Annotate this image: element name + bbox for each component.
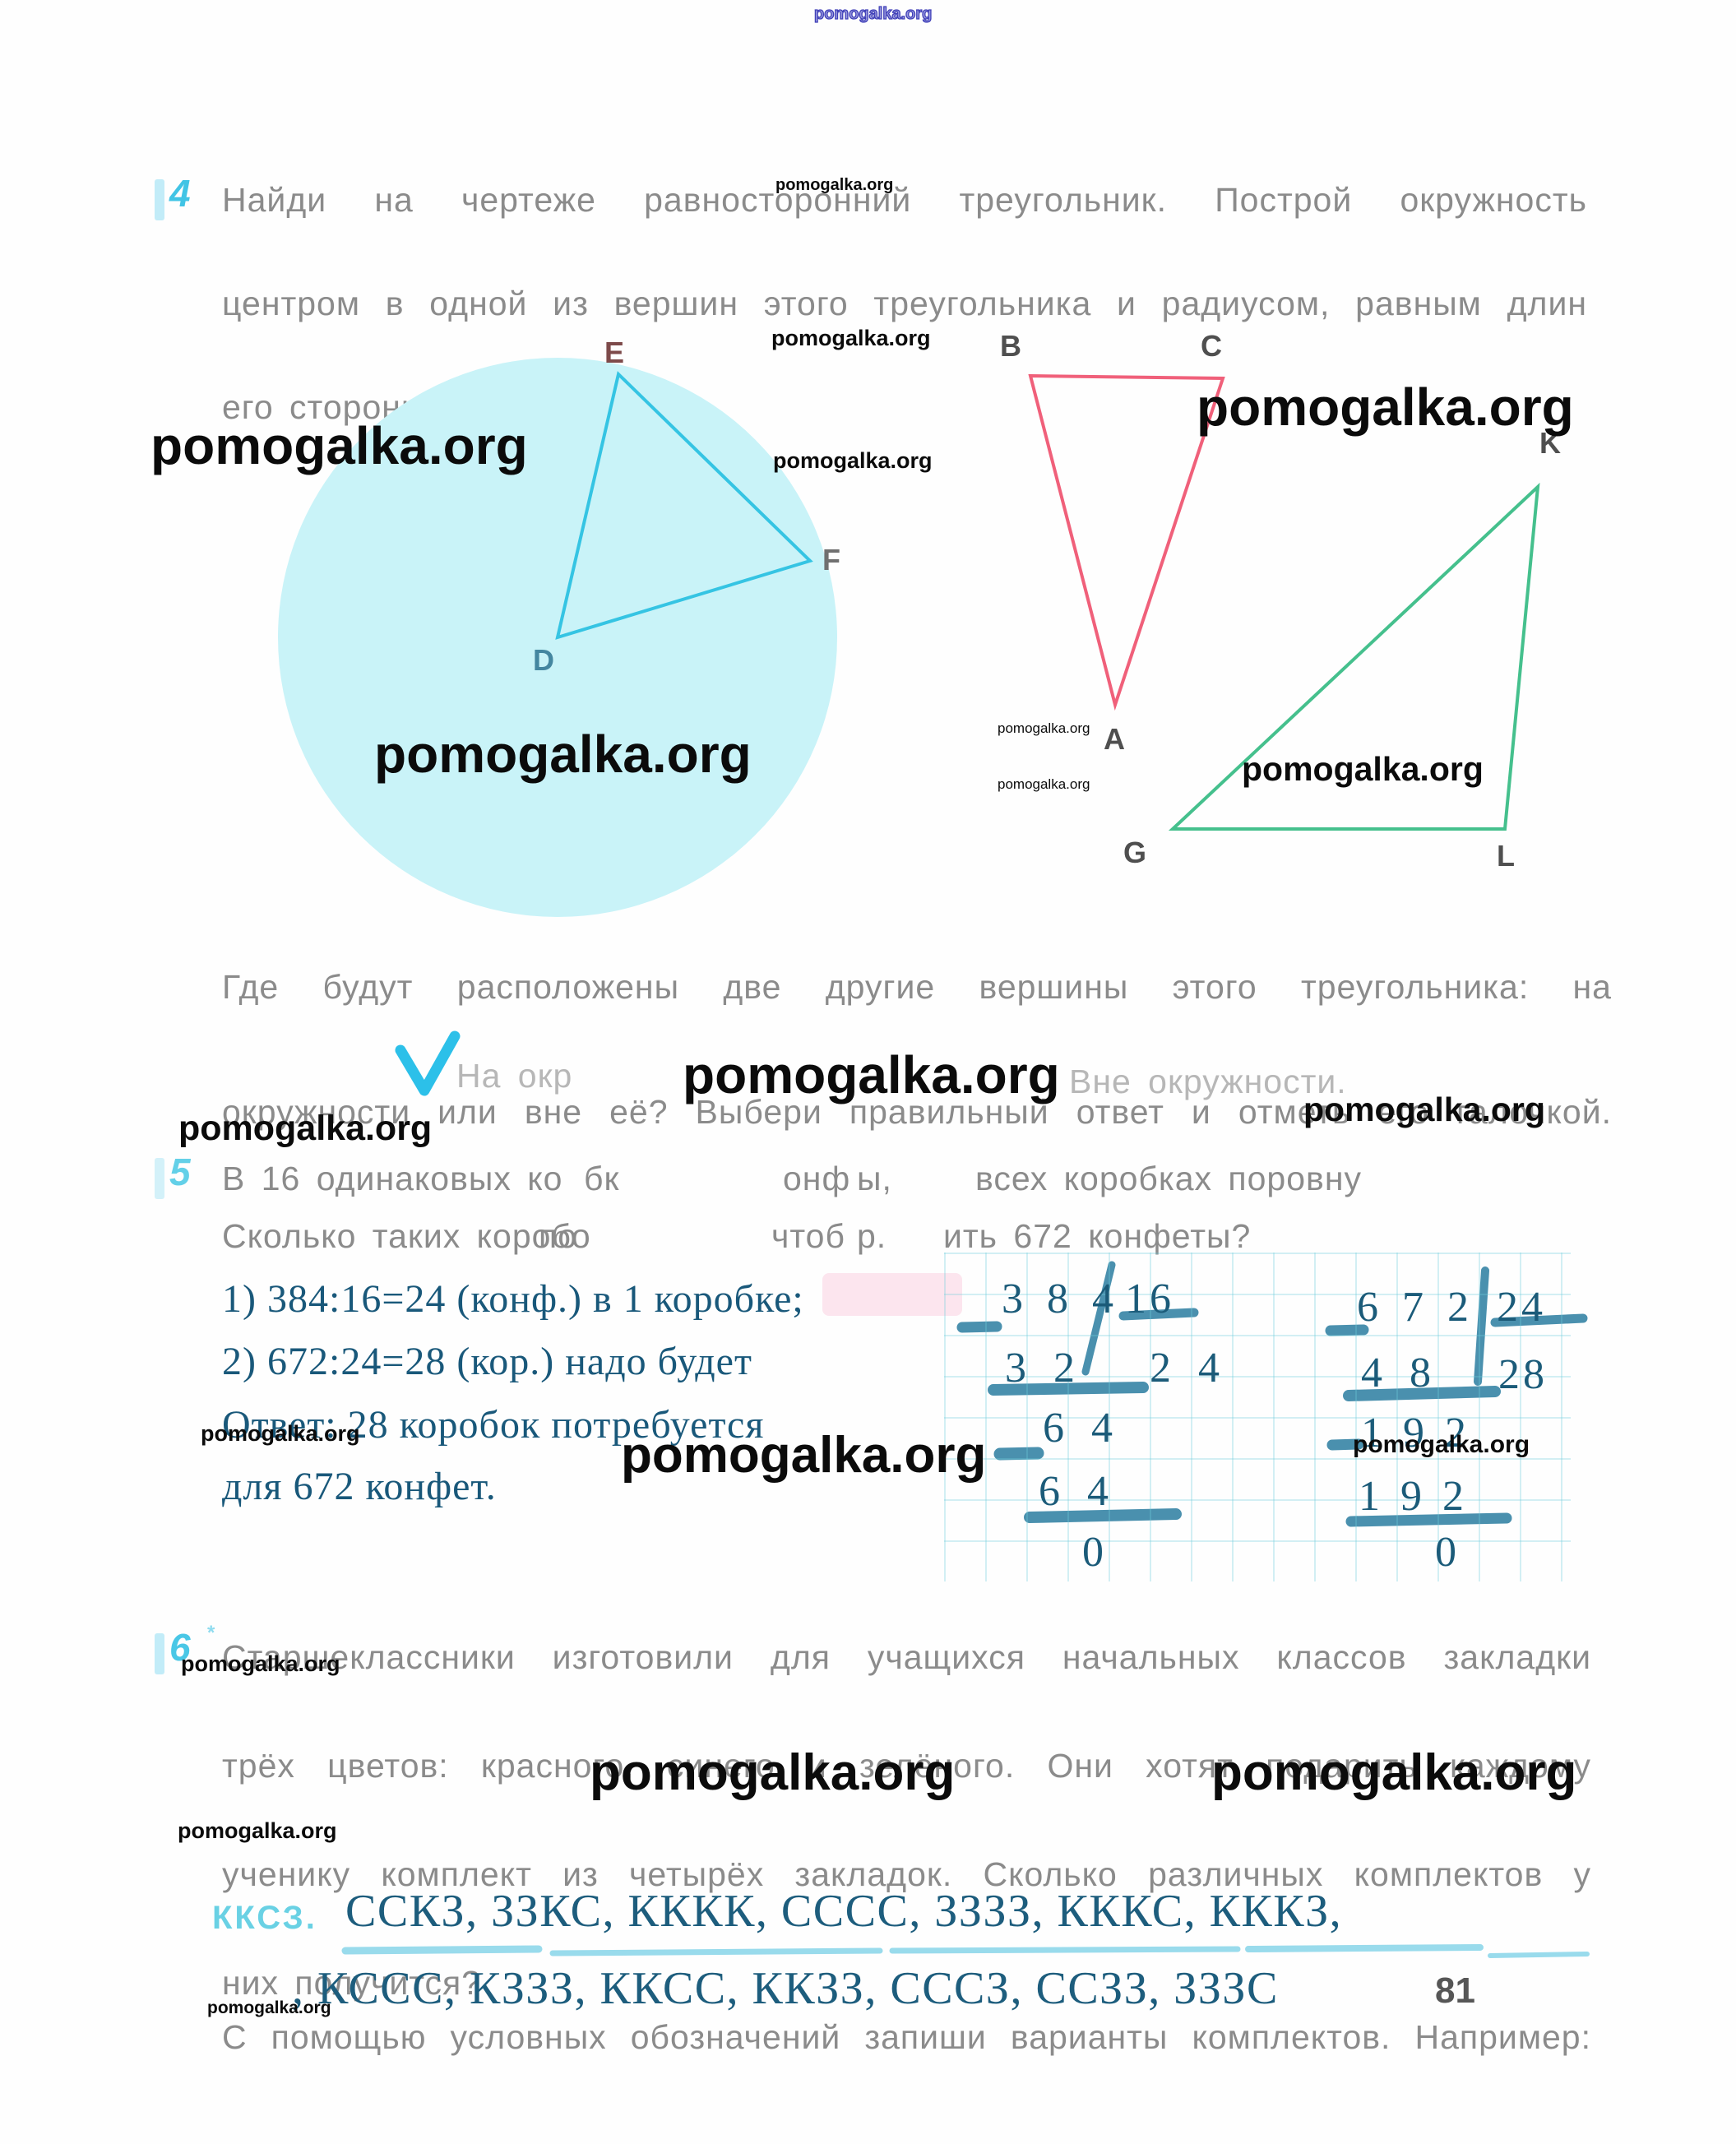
task5-fragment: р. (857, 1217, 887, 1255)
div1-dividend: 3 8 4 (1002, 1276, 1120, 1322)
vertex-label-B: B (1000, 329, 1021, 363)
watermark: pomogalka.org (1197, 377, 1574, 437)
task4-line1: Найди на чертеже равносторонний треуголь… (222, 181, 1587, 219)
vertex-label-K: K (1539, 426, 1561, 460)
task4-line2: центром в одной из вершин этого треуголь… (222, 285, 1587, 322)
task6-line5: С помощью условных обозначений запиши ва… (222, 2018, 1591, 2056)
page-number: 81 (1435, 1970, 1475, 2011)
task5-fragment: чтоб (771, 1217, 845, 1255)
solution-line4: для 672 конфет. (222, 1465, 497, 1508)
solution-line2: 2) 672:24=28 (кор.) надо будет (222, 1340, 752, 1383)
solution-line1: 1) 384:16=24 (конф.) в 1 коробке; (222, 1277, 804, 1321)
watermark: pomogalka.org (1303, 1091, 1545, 1128)
watermark: pomogalka.org (590, 1744, 956, 1801)
graph-grid (944, 1253, 1571, 1581)
vertex-label-A: A (1104, 722, 1125, 756)
watermark: pomogalka.org (181, 1651, 340, 1676)
question-text: Где будут расположены две другие вершины… (222, 956, 1612, 1206)
div2-remainder: 0 (1435, 1529, 1456, 1576)
answers-row1: ССКЗ, ЗЗКС, КККК, СССС, ЗЗЗЗ, КККС, КККЗ… (345, 1886, 1343, 1937)
watermark: pomogalka.org (773, 448, 933, 473)
task6-text: Старшеклассники изготовили для учащихся … (222, 1630, 1591, 2119)
task6-line2: трёх цветов: красного, синего и зелёного… (222, 1747, 1591, 1785)
task5-number: 5 (169, 1151, 191, 1193)
div2-quotient: 28 (1498, 1351, 1548, 1398)
watermark: pomogalka.org (201, 1421, 360, 1446)
watermark: pomogalka.org (998, 720, 1090, 736)
watermark: pomogalka.org (1242, 750, 1484, 788)
task5-marker-bar (155, 1158, 164, 1199)
task6-asterisk: * (207, 1622, 215, 1644)
task5-fragment: по (539, 1217, 578, 1255)
pink-highlight (822, 1273, 962, 1316)
vertex-label-G: G (1123, 836, 1147, 869)
task5-fragment: В 16 одинаковых ко (222, 1160, 563, 1197)
question-line2: окружности или вне её? Выбери правильный… (222, 1093, 1612, 1131)
div1-quotient: 2 4 (1150, 1345, 1228, 1392)
answers-row2: , КССС, КЗЗЗ, ККСС, ККЗЗ, СССЗ, ССЗЗ, ЗЗ… (292, 1963, 1279, 2014)
div1-row2: 6 4 (1043, 1405, 1121, 1452)
task6-number: 6 (169, 1626, 191, 1669)
task5-fragment: всех коробках поровну (975, 1160, 1362, 1197)
task4-text: Найди на чертеже равносторонний треуголь… (222, 174, 1587, 433)
watermark: pomogalka.org (1353, 1431, 1530, 1458)
div2-row2: 1 9 2 (1361, 1410, 1471, 1456)
watermark: pomogalka.org (374, 725, 752, 784)
solution-line3: Ответ: 28 коробок потребуется (222, 1403, 765, 1447)
watermark: pomogalka.org (771, 326, 931, 350)
watermark: pomogalka.org (207, 1998, 331, 2017)
vertex-label-C: C (1201, 329, 1222, 363)
watermark: pomogalka.org (150, 416, 528, 475)
vertex-label-F: F (822, 543, 840, 577)
example-label: ККСЗ. (212, 1900, 317, 1936)
task4-number: 4 (169, 172, 191, 215)
task5-fragment: Сколько таких коробо (222, 1217, 591, 1255)
task6-line3: ученику комплект из четырёх закладок. Ск… (222, 1855, 1591, 1893)
task6-line1: Старшеклассники изготовили для учащихся … (222, 1638, 1591, 1676)
question-line1: Где будут расположены две другие вершины… (222, 968, 1612, 1006)
watermark: pomogalka.org (775, 176, 894, 194)
task6-marker-bar (155, 1633, 164, 1674)
watermark: pomogalka.org (813, 4, 933, 23)
div1-remainder: 0 (1082, 1529, 1104, 1576)
div2-divisor: 24 (1497, 1284, 1546, 1331)
watermark: pomogalka.org (621, 1427, 987, 1484)
option-outside-circle: Вне окружности. (1069, 1063, 1347, 1100)
task5-fragment: ы, (857, 1160, 892, 1197)
vertex-label-L: L (1497, 839, 1515, 873)
task6-line4: них получится? (222, 1964, 482, 2002)
div2-dividend: 6 7 2 (1357, 1284, 1475, 1331)
watermark: pomogalka.org (178, 1109, 433, 1148)
div2-row1: 4 8 (1361, 1350, 1439, 1396)
div1-row1: 3 2 (1005, 1345, 1083, 1392)
task5-fragment: бк (584, 1160, 620, 1197)
watermark: pomogalka.org (178, 1818, 337, 1843)
watermark: pomogalka.org (998, 776, 1090, 792)
task5-fragment: ить 672 конфеты? (943, 1217, 1252, 1255)
watermark: pomogalka.org (1211, 1744, 1577, 1801)
vertex-label-D: D (533, 643, 554, 677)
task5-fragment: онф (783, 1160, 851, 1197)
task4-marker-bar (155, 179, 164, 220)
vertex-label-E: E (604, 336, 625, 369)
div1-row3: 6 4 (1039, 1468, 1117, 1515)
watermark: pomogalka.org (683, 1045, 1060, 1104)
option-on-circle: На окр (456, 1057, 573, 1095)
div2-row3: 1 9 2 (1359, 1473, 1469, 1520)
div1-divisor: 16 (1125, 1276, 1174, 1322)
